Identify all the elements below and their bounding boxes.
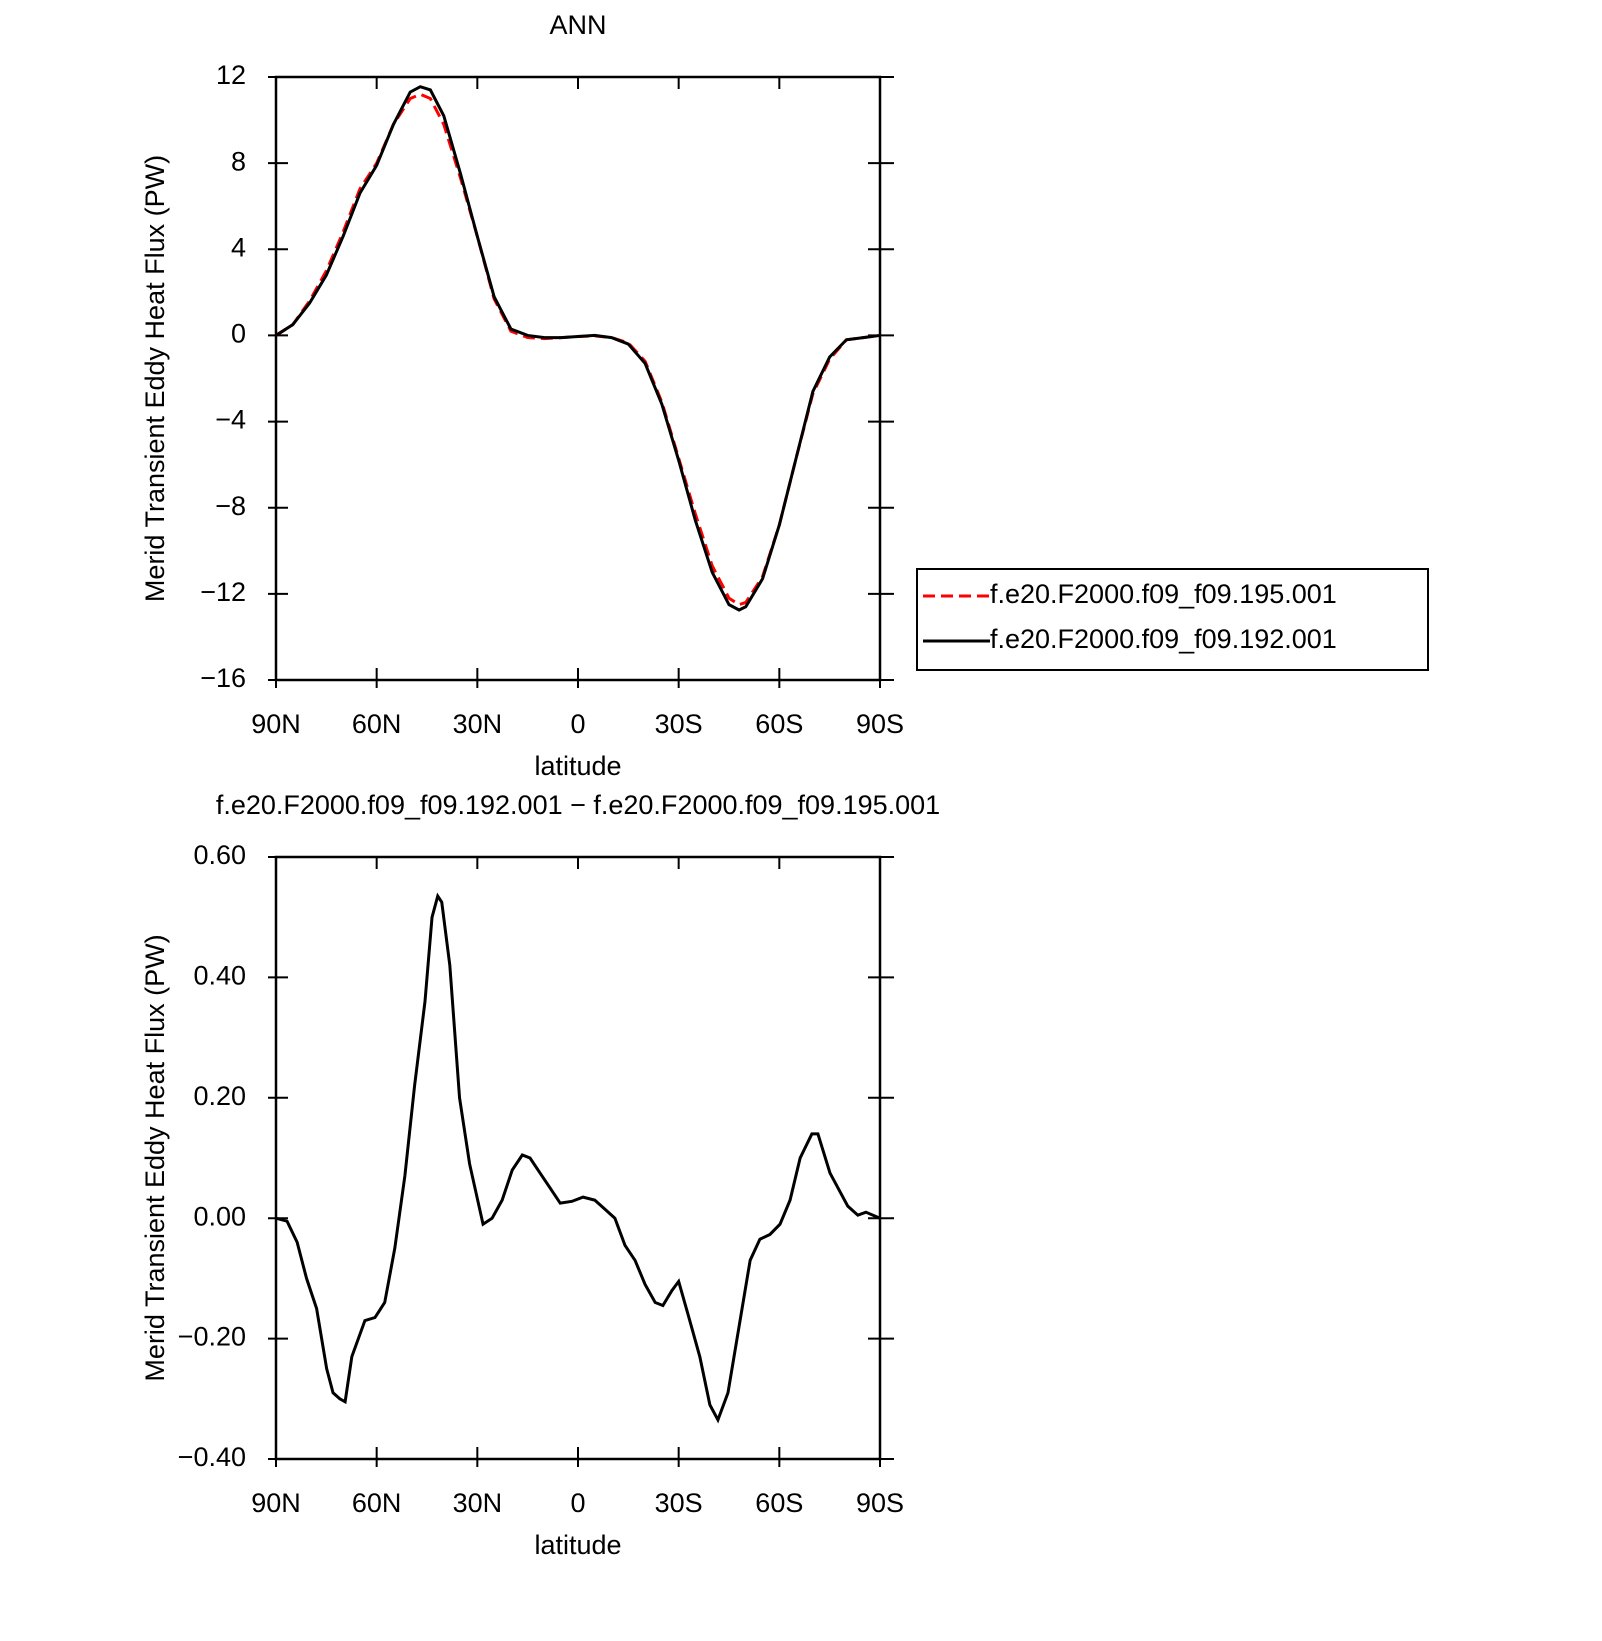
plot-frame xyxy=(274,75,882,682)
y-axis-label: Merid Transient Eddy Heat Flux (PW) xyxy=(140,155,170,602)
x-tick-label: 60N xyxy=(352,709,402,739)
x-tick-label: 90N xyxy=(251,1488,301,1518)
data-line xyxy=(275,85,881,612)
x-axis-label: latitude xyxy=(534,1530,621,1560)
y-tick-label: 8 xyxy=(231,146,246,176)
x-tick-label: 60S xyxy=(755,709,803,739)
x-tick-label: 90S xyxy=(856,1488,904,1518)
y-tick-label: 4 xyxy=(231,232,246,262)
x-tick-label: 30N xyxy=(453,709,503,739)
legend-box xyxy=(916,568,1429,671)
y-tick-label: 0.40 xyxy=(193,961,246,991)
y-tick-label: −0.40 xyxy=(178,1442,246,1472)
y-axis-label: Merid Transient Eddy Heat Flux (PW) xyxy=(140,934,170,1381)
x-tick-label: 90N xyxy=(251,709,301,739)
legend-label: f.e20.F2000.f09_f09.195.001 xyxy=(990,579,1337,609)
y-tick-label: −16 xyxy=(200,663,246,693)
y-tick-label: 0.00 xyxy=(193,1201,246,1231)
y-tick-label: −12 xyxy=(200,577,246,607)
data-line xyxy=(275,892,881,1424)
y-tick-label: −4 xyxy=(215,405,246,435)
y-tick-label: 12 xyxy=(216,60,246,90)
x-axis-label: latitude xyxy=(534,751,621,781)
y-tick-label: 0.60 xyxy=(193,840,246,870)
x-tick-label: 90S xyxy=(856,709,904,739)
x-tick-label: 60N xyxy=(352,1488,402,1518)
x-tick-label: 30S xyxy=(655,1488,703,1518)
legend-label: f.e20.F2000.f09_f09.192.001 xyxy=(990,624,1337,654)
y-tick-label: −8 xyxy=(215,491,246,521)
plot-frame xyxy=(274,855,882,1461)
data-line xyxy=(275,92,881,607)
chart-title: f.e20.F2000.f09_f09.192.001 − f.e20.F200… xyxy=(216,790,940,820)
chart-title: ANN xyxy=(549,10,606,40)
x-tick-label: 0 xyxy=(570,1488,585,1518)
y-tick-label: 0 xyxy=(231,319,246,349)
y-tick-label: −0.20 xyxy=(178,1322,246,1352)
x-tick-label: 30N xyxy=(453,1488,503,1518)
x-tick-label: 60S xyxy=(755,1488,803,1518)
x-tick-label: 30S xyxy=(655,709,703,739)
y-tick-label: 0.20 xyxy=(193,1081,246,1111)
x-tick-label: 0 xyxy=(570,709,585,739)
